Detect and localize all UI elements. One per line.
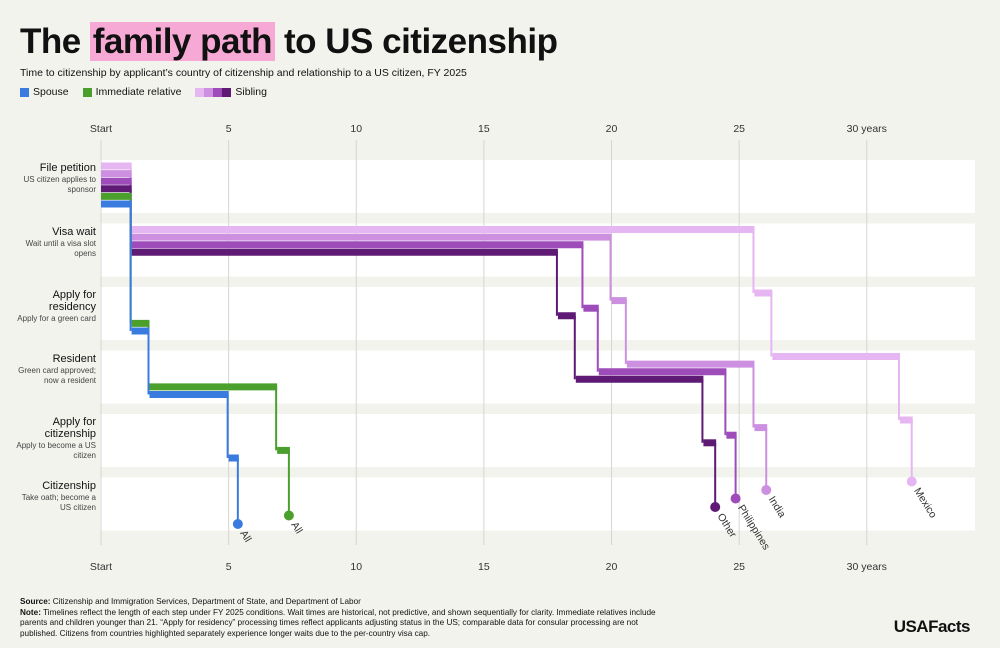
source-label: Source: (20, 597, 51, 606)
series-path: Mexico (101, 162, 939, 520)
legend-item: Immediate relative (82, 86, 182, 98)
note-text: Timelines reflect the length of each ste… (20, 607, 656, 638)
row-description: Green card approved; now a resident (18, 365, 96, 385)
end-dot (283, 510, 294, 521)
x-tick-label: 30 years (847, 561, 887, 573)
legend-item: Sibling (195, 86, 267, 98)
logo: USAFacts (893, 617, 971, 636)
x-tick-label: 10 (350, 561, 362, 573)
row-label: File petition US citizen applies to spons… (10, 162, 96, 195)
row-description: Take oath; become a US citizen (21, 492, 96, 512)
row-description: Wait until a visa slot opens (25, 238, 96, 258)
x-tick-label: 25 (733, 561, 745, 573)
legend-label: Spouse (33, 86, 69, 98)
row-label: Apply for residency Apply for a green car… (10, 289, 96, 324)
row-description: Apply for a green card (17, 314, 96, 323)
note: Note: Timelines reflect the length of ea… (20, 608, 660, 640)
row-title: Visa wait (52, 225, 96, 238)
row-band (100, 477, 975, 531)
end-label: All (288, 520, 304, 536)
x-tick-label: 20 (606, 561, 618, 573)
legend-item: Spouse (20, 86, 69, 98)
series-path: India (101, 170, 788, 520)
row-label: Resident Green card approved; now a resid… (10, 353, 96, 386)
title-part: The (20, 22, 81, 61)
row-description: Apply to become a US citizen (16, 441, 96, 460)
legend-swatch (222, 87, 232, 97)
legend-swatch (204, 87, 214, 97)
end-dot (710, 502, 721, 512)
source-text: Citizenship and Immigration Services, De… (52, 597, 361, 606)
title-highlight: family path (89, 22, 275, 61)
row-label: Visa wait Wait until a visa slot opens (10, 226, 96, 259)
row-title: Resident (52, 352, 96, 365)
row-title: Citizenship (42, 479, 96, 492)
x-tick-label: 5 (226, 123, 232, 135)
end-dot (761, 485, 772, 495)
x-tick-label: Start (90, 561, 112, 573)
end-dot (906, 476, 917, 487)
legend: Spouse Immediate relative Sibling (20, 86, 281, 98)
footnote: Source: Citizenship and Immigration Serv… (20, 597, 660, 639)
legend-swatch (195, 87, 205, 97)
x-tick-label: 30 years (847, 123, 887, 135)
row-description: US citizen applies to sponsor (23, 175, 96, 194)
legend-swatch (213, 87, 223, 97)
end-dot (232, 519, 243, 529)
series-path: All (101, 200, 254, 544)
row-band (100, 414, 975, 467)
legend-label: Immediate relative (95, 86, 182, 98)
subtitle: Time to citizenship by applicant’s count… (20, 67, 467, 79)
row-label: Apply for citizenship Apply to become a U… (10, 416, 96, 461)
row-label: Citizenship Take oath; become a US citize… (10, 480, 96, 513)
row-band (100, 160, 975, 213)
x-tick-label: 10 (350, 123, 362, 135)
x-tick-label: 5 (226, 561, 232, 573)
x-tick-label: 20 (606, 123, 618, 135)
series-path: Other (101, 185, 739, 540)
chart-title: The family path to US citizenship (20, 22, 566, 62)
x-tick-label: 15 (478, 123, 490, 135)
end-label: All (237, 528, 253, 544)
row-title: Apply for citizenship (44, 416, 96, 440)
row-title: File petition (39, 162, 96, 174)
row-band (100, 287, 975, 340)
x-tick-label: Start (90, 123, 112, 135)
end-dot (730, 493, 741, 504)
x-tick-label: 15 (478, 561, 490, 573)
legend-label: Sibling (235, 86, 267, 98)
note-label: Note: (20, 607, 41, 617)
source: Source: Citizenship and Immigration Serv… (20, 597, 660, 608)
x-tick-label: 25 (733, 123, 745, 135)
legend-swatch (20, 87, 29, 97)
title-part: to US citizenship (284, 22, 558, 61)
legend-swatch (82, 87, 92, 97)
row-title: Apply for residency (48, 289, 96, 313)
